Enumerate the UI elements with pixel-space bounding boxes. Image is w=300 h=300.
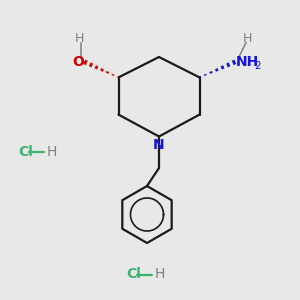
Text: H: H (243, 32, 252, 46)
Text: Cl: Cl (18, 145, 33, 158)
Text: H: H (46, 145, 57, 158)
Text: H: H (154, 268, 165, 281)
Text: O: O (72, 56, 84, 69)
Text: NH: NH (236, 56, 259, 69)
Text: N: N (153, 138, 165, 152)
Text: H: H (75, 32, 84, 46)
Text: 2: 2 (254, 61, 261, 71)
Text: Cl: Cl (126, 268, 141, 281)
